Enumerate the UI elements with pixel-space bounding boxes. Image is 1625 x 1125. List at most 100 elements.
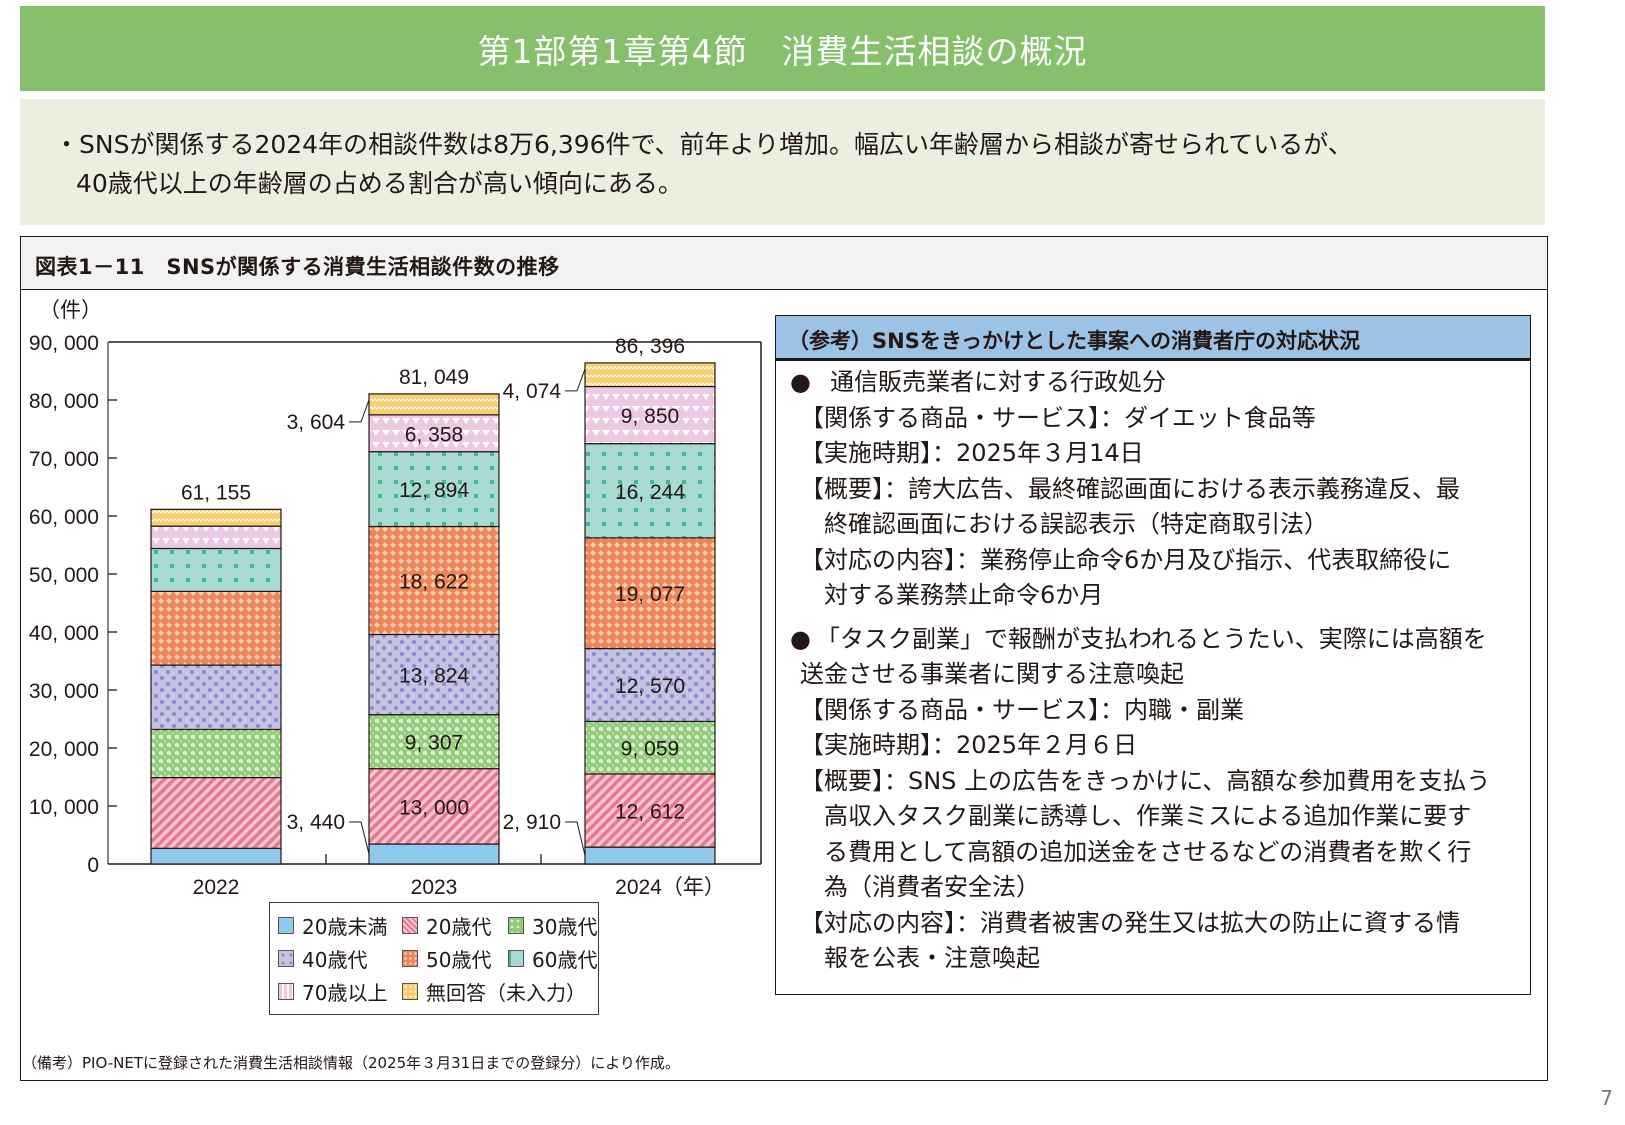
data-label: 12, 570: [615, 675, 685, 698]
reference-title: （参考）SNSをきっかけとした事案への消費者庁の対応状況: [776, 316, 1530, 361]
case1-summary: 【概要】：誇大広告、最終確認画面における表示義務違反、最: [800, 474, 1460, 503]
data-label: 3, 604: [287, 411, 346, 434]
case2-heading: ● 「タスク副業」で報酬が支払われるとうたい、実際には高額を: [790, 622, 1530, 658]
bullet-icon: ●: [790, 368, 811, 396]
bar-segment: [368, 451, 500, 528]
case1-action: 【対応の内容】：業務停止命令6か月及び指示、代表取締役に: [800, 545, 1452, 574]
bar-segment: [150, 728, 282, 779]
y-tick-label: 70, 000: [29, 448, 99, 471]
y-tick-label: 10, 000: [29, 796, 99, 819]
bar-segment: [584, 773, 716, 848]
bullet-icon: ●: [790, 624, 811, 653]
x-tick-label: 2022: [193, 876, 240, 899]
case2-date: 【実施時期】：2025年２月６日: [800, 731, 1138, 759]
total-label: 81, 049: [399, 366, 469, 389]
swatch-icon: [508, 950, 524, 967]
case1-product: 【関係する商品・サービス】：ダイエット食品等: [800, 403, 1316, 432]
case1-heading: ● 通信販売業者に対する行政処分: [790, 365, 1530, 401]
section-title-bar: 第1部第1章第4節 消費生活相談の概況: [20, 6, 1545, 91]
section-title: 第1部第1章第4節 消費生活相談の概況: [477, 31, 1088, 71]
y-tick-label: 0: [87, 854, 99, 877]
data-label: 18, 622: [399, 570, 469, 593]
legend-item-70plus: 70歳以上: [278, 977, 402, 1006]
total-label: 86, 396: [615, 335, 685, 358]
source-footnote: （備考）PIO-NETに登録された消費生活相談情報（2025年３月31日までの登…: [22, 1054, 680, 1072]
case2-summary-cont-2: る費用として高額の追加送金をさせるなどの消費者を欺く行: [824, 837, 1472, 866]
page-number: 7: [1600, 1086, 1613, 1110]
bar-segment: [368, 633, 500, 716]
swatch-icon: [278, 983, 294, 1000]
case2-summary-cont-1: 高収入タスク副業に誘導し、作業ミスによる追加作業に要す: [824, 802, 1472, 830]
data-label: 9, 059: [621, 738, 679, 761]
data-label: 12, 894: [399, 479, 469, 502]
bar-segment: [584, 385, 716, 445]
swatch-icon: [278, 917, 294, 934]
bar-segment: [368, 768, 500, 845]
legend-item-60s: 60歳代: [508, 944, 597, 973]
figure-panel: 図表1－11 SNSが関係する消費生活相談件数の推移: [20, 236, 1548, 1081]
chart-legend: 20歳未満 20歳代 30歳代 40歳代 50歳代 60歳代 70歳以上 無回答…: [269, 902, 599, 1015]
swatch-icon: [508, 917, 524, 934]
case2-action: 【対応の内容】：消費者被害の発生又は拡大の防止に資する情: [800, 908, 1460, 937]
bar-segment: [584, 537, 716, 650]
data-label: 3, 440: [287, 811, 345, 834]
data-label: 13, 000: [399, 796, 469, 819]
data-label: 4, 074: [503, 380, 562, 403]
y-tick-label: 40, 000: [29, 622, 99, 645]
bar-segment: [584, 362, 716, 388]
legend-item-20s: 20歳代: [402, 911, 508, 940]
bar-segment: [150, 547, 282, 593]
summary-box: ・SNSが関係する2024年の相談件数は8万6,396件で、前年より増加。幅広い…: [20, 99, 1545, 225]
case2-summary-cont-3: 為（消費者安全法）: [824, 873, 1040, 901]
x-tick-label: 2023: [411, 876, 458, 899]
legend-item-no-answer: 無回答（未入力）: [402, 977, 586, 1006]
bar-segment: [368, 525, 500, 636]
swatch-icon: [278, 950, 294, 967]
bar-segment: [150, 508, 282, 527]
summary-line-2: 40歳代以上の年齢層の占める割合が高い傾向にある。: [76, 169, 683, 198]
stacked-bar-chart: （件） 0 10, 000 20, 000 30, 000 40, 000 50, 000 6…: [29, 299, 762, 899]
reference-panel: （参考）SNSをきっかけとした事案への消費者庁の対応状況 ● 通信販売業者に対する…: [775, 315, 1531, 995]
legend-item-under20: 20歳未満: [278, 911, 402, 940]
swatch-icon: [402, 917, 418, 934]
data-label: 2, 910: [503, 811, 561, 834]
bar-segment: [150, 847, 282, 865]
case2-action-cont: 報を公表・注意喚起: [824, 944, 1040, 972]
data-label: 6, 358: [405, 423, 463, 446]
bar-segment: [368, 393, 500, 416]
case1-action-cont: 対する業務禁止命令6か月: [824, 581, 1104, 609]
bar-segment: [150, 776, 282, 849]
case1-summary-cont: 終確認画面における誤認表示（特定商取引法）: [824, 510, 1328, 538]
bar-segment: [150, 664, 282, 731]
total-label: 61, 155: [181, 481, 251, 504]
swatch-icon: [402, 950, 418, 967]
bar-segment: [584, 720, 716, 775]
y-tick-label: 20, 000: [29, 738, 99, 761]
bar-segment: [584, 647, 716, 723]
bar-segment: [368, 714, 500, 770]
y-tick-label: 90, 000: [29, 332, 99, 355]
data-label: 9, 850: [621, 405, 679, 428]
data-label: 9, 307: [405, 732, 463, 755]
data-label: 16, 244: [615, 481, 685, 504]
y-tick-label: 50, 000: [29, 564, 99, 587]
bar-segment: [150, 525, 282, 550]
y-tick-label: 80, 000: [29, 390, 99, 413]
case2-summary: 【概要】：SNS 上の広告をきっかけに、高額な参加費用を支払う: [800, 766, 1491, 795]
case2-product: 【関係する商品・サービス】：内職・副業: [800, 695, 1244, 724]
legend-item-50s: 50歳代: [402, 944, 508, 973]
data-label: 13, 824: [399, 665, 469, 688]
bar-segment: [584, 846, 716, 865]
swatch-icon: [402, 983, 418, 1000]
legend-item-30s: 30歳代: [508, 911, 597, 940]
figure-title: 図表1－11 SNSが関係する消費生活相談件数の推移: [21, 237, 1547, 290]
bar-segment: [150, 590, 282, 666]
summary-line-1: ・SNSが関係する2024年の相談件数は8万6,396件で、前年より増加。幅広い…: [54, 130, 1353, 159]
case2-heading-cont: 送金させる事業者に関する注意喚起: [800, 660, 1184, 688]
data-label: 12, 612: [615, 801, 685, 824]
y-tick-label: 30, 000: [29, 680, 99, 703]
data-label: 19, 077: [615, 583, 685, 606]
bar-segment: [368, 843, 500, 865]
bar-segment: [584, 443, 716, 539]
case1-date: 【実施時期】：2025年３月14日: [800, 439, 1144, 467]
